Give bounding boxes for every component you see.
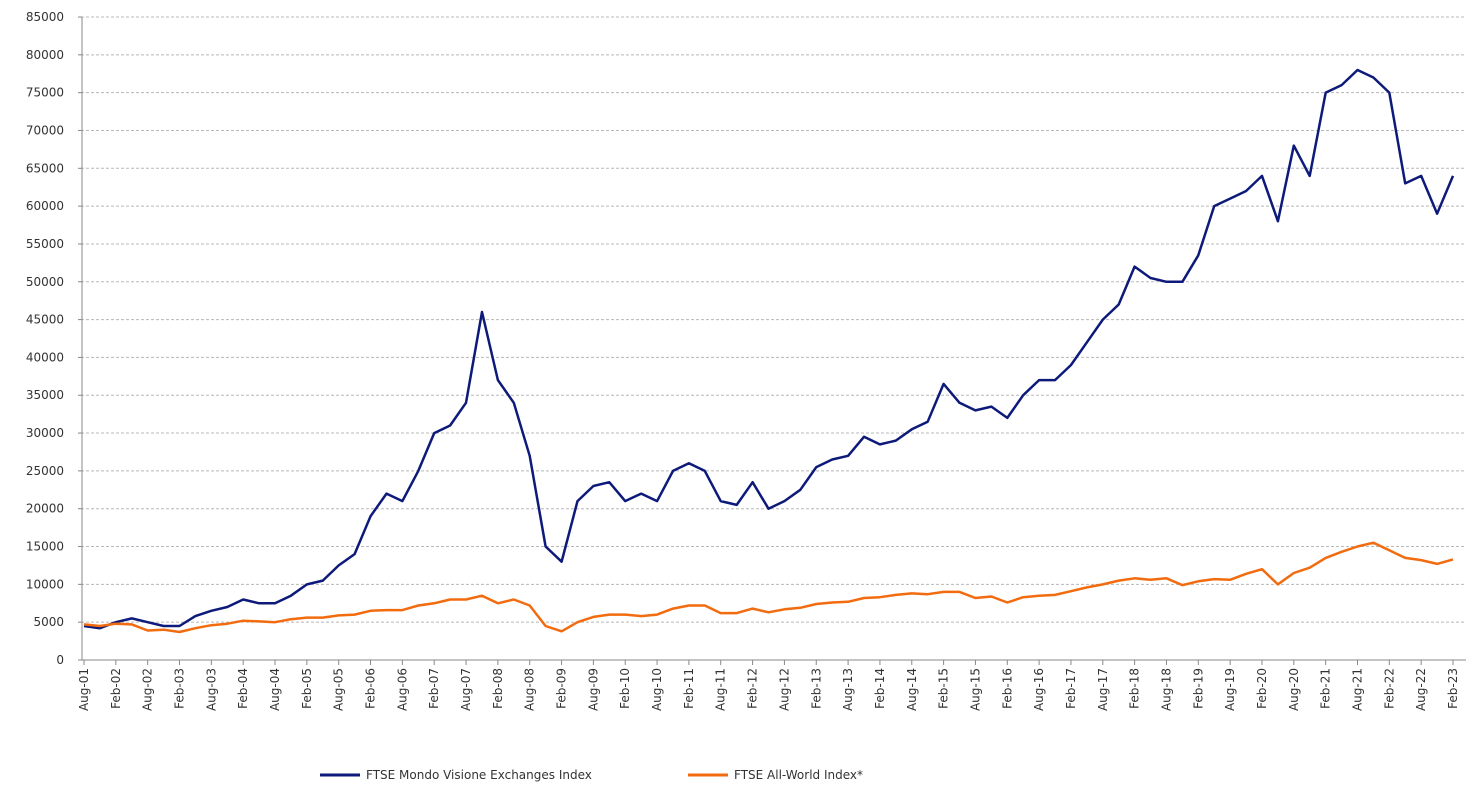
y-tick-label: 70000: [26, 123, 64, 137]
x-tick-label: Feb-06: [364, 668, 378, 709]
x-tick-label: Feb-18: [1128, 668, 1142, 709]
x-tick-label: Feb-07: [427, 668, 441, 709]
series-line: [83, 541, 1454, 634]
x-tick-label: Feb-13: [809, 668, 823, 709]
y-tick-label: 65000: [26, 161, 64, 175]
x-tick-label: Aug-15: [968, 668, 982, 711]
x-tick-label: Aug-10: [650, 668, 664, 711]
x-tick-label: Feb-20: [1255, 668, 1269, 709]
legend: FTSE Mondo Visione Exchanges Index FTSE A…: [320, 768, 863, 782]
x-tick-label: Feb-22: [1382, 668, 1396, 709]
x-tick-label: Aug-22: [1414, 668, 1428, 711]
x-tick-label: Feb-08: [491, 668, 505, 709]
y-tick-label: 20000: [26, 502, 64, 516]
x-tick-label: Feb-17: [1064, 668, 1078, 709]
x-tick-label: Aug-16: [1032, 668, 1046, 711]
x-tick-label: Aug-14: [905, 668, 919, 711]
y-tick-label: 15000: [26, 540, 64, 554]
x-tick-label: Feb-16: [1000, 668, 1014, 709]
x-tick-label: Feb-15: [937, 668, 951, 709]
grid: [81, 16, 1466, 661]
y-tick-label: 55000: [26, 237, 64, 251]
x-tick-label: Aug-06: [395, 668, 409, 711]
y-tick-label: 60000: [26, 199, 64, 213]
x-tick-label: Feb-19: [1191, 668, 1205, 709]
x-tick-label: Feb-12: [746, 668, 760, 709]
x-tick-label: Aug-04: [268, 668, 282, 711]
y-tick-label: 85000: [26, 10, 64, 24]
x-tick-label: Aug-19: [1223, 668, 1237, 711]
y-tick-label: 25000: [26, 464, 64, 478]
x-tick-label: Aug-17: [1096, 668, 1110, 711]
x-tick-label: Feb-05: [300, 668, 314, 709]
y-tick-label: 35000: [26, 388, 64, 402]
series-line: [83, 68, 1455, 630]
x-tick-label: Feb-02: [109, 668, 123, 709]
y-tick-label: 75000: [26, 86, 64, 100]
y-tick-label: 5000: [33, 615, 64, 629]
y-tick-label: 45000: [26, 313, 64, 327]
y-tick-label: 40000: [26, 350, 64, 364]
x-tick-label: Aug-13: [841, 668, 855, 711]
x-tick-label: Feb-04: [236, 668, 250, 709]
legend-label: FTSE Mondo Visione Exchanges Index: [366, 768, 592, 782]
y-tick-label: 50000: [26, 275, 64, 289]
x-tick-label: Aug-20: [1287, 668, 1301, 711]
x-tick-label: Aug-01: [77, 668, 91, 711]
x-tick-label: Aug-08: [523, 668, 537, 711]
x-tick-label: Feb-11: [682, 668, 696, 709]
x-tick-label: Aug-03: [204, 668, 218, 711]
x-tick-label: Aug-09: [586, 668, 600, 711]
x-tick-label: Aug-11: [714, 668, 728, 711]
x-tick-label: Aug-02: [141, 668, 155, 711]
lines: [83, 68, 1455, 634]
y-tick-label: 10000: [26, 577, 64, 591]
x-tick-label: Aug-05: [332, 668, 346, 711]
legend-label: FTSE All-World Index*: [734, 768, 863, 782]
x-tick-label: Feb-09: [555, 668, 569, 709]
x-tick-label: Aug-12: [777, 668, 791, 711]
y-tick-label: 0: [56, 653, 64, 667]
x-tick-label: Feb-03: [173, 668, 187, 709]
y-tick-label: 30000: [26, 426, 64, 440]
x-tick-label: Feb-14: [873, 668, 887, 709]
x-tick-label: Feb-10: [618, 668, 632, 709]
x-tick-label: Feb-23: [1446, 668, 1460, 709]
x-tick-label: Aug-21: [1350, 668, 1364, 711]
x-tick-label: Feb-21: [1319, 668, 1333, 709]
axes: 0 5000 10000 15000 20000 25000 30000 35000 40000…: [26, 10, 1466, 711]
y-tick-label: 80000: [26, 48, 64, 62]
x-tick-label: Aug-07: [459, 668, 473, 711]
x-tick-label: Aug-18: [1159, 668, 1173, 711]
